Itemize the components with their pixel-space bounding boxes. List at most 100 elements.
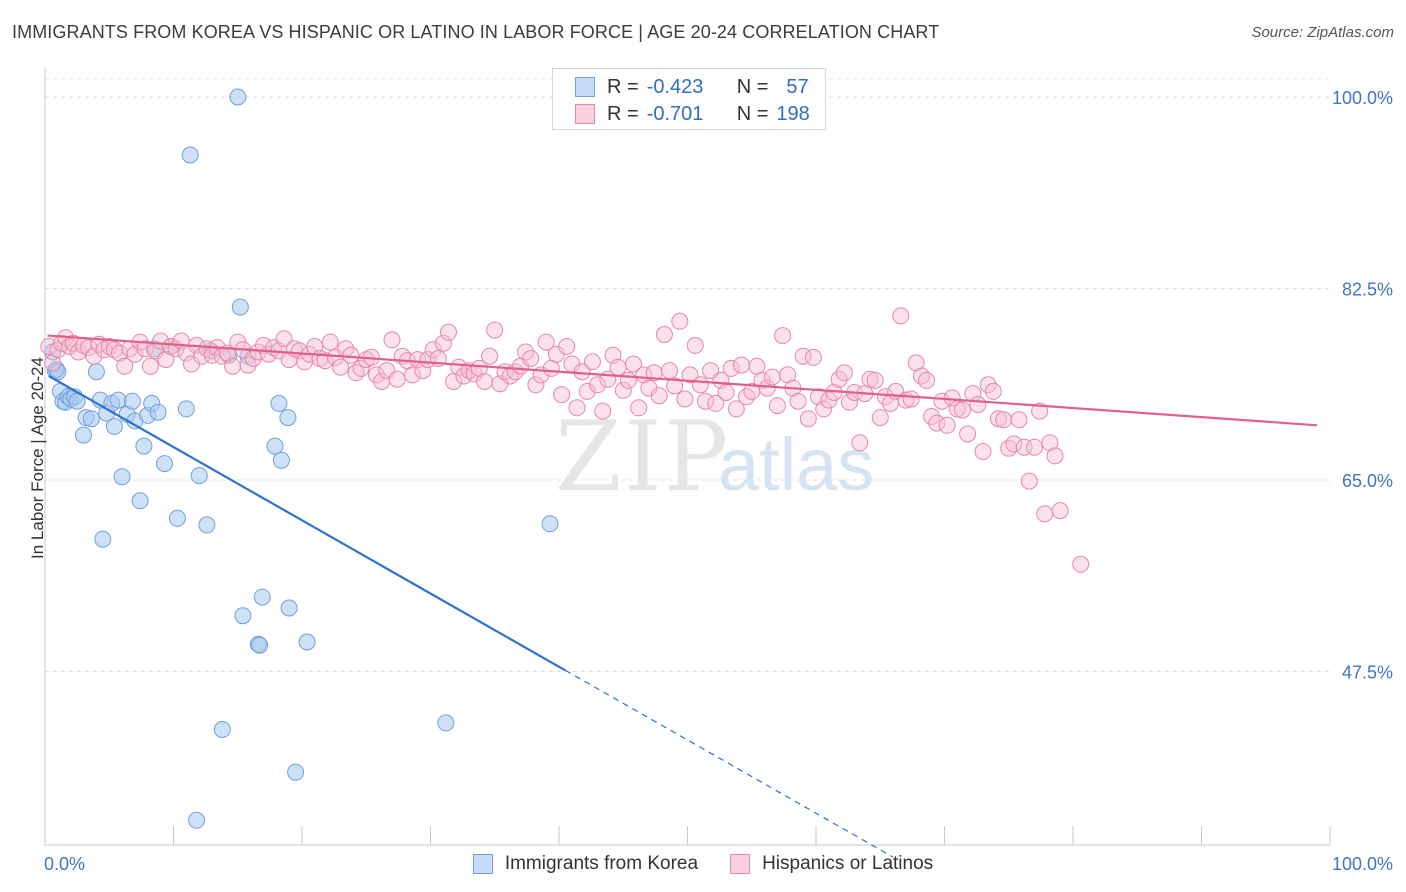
hispanic-point-170 xyxy=(907,354,925,372)
korea-point-39 xyxy=(213,721,231,738)
hispanic-point-162 xyxy=(866,371,884,389)
korea-point-14 xyxy=(87,363,105,381)
korea-point-20 xyxy=(109,391,127,409)
hispanic-point-85 xyxy=(470,359,488,377)
hispanic-point-113 xyxy=(614,381,632,399)
hispanic-point-126 xyxy=(681,366,699,384)
hispanic-point-73 xyxy=(409,351,427,369)
hispanic-point-69 xyxy=(388,370,406,388)
hispanic-n-label: N = xyxy=(736,102,769,125)
hispanic-point-78 xyxy=(434,334,452,352)
hispanic-point-191 xyxy=(1015,438,1033,456)
hispanic-point-6 xyxy=(64,334,82,352)
legend-item-hispanic[interactable]: Hispanics or Latinos xyxy=(730,853,933,875)
hispanic-point-185 xyxy=(984,382,1002,400)
korea-point-11 xyxy=(75,426,92,444)
korea-point-31 xyxy=(156,455,173,473)
hispanic-point-186 xyxy=(990,410,1007,428)
hispanic-r-value: -0.701 xyxy=(646,102,704,125)
korea-point-42 xyxy=(231,298,249,316)
hispanic-point-98 xyxy=(537,333,555,351)
y-axis-label: In Labor Force | Age 20-24 xyxy=(28,357,47,559)
hispanic-point-20 xyxy=(136,340,154,358)
hispanic-point-43 xyxy=(255,336,272,354)
korea-point-48 xyxy=(266,437,284,455)
hispanic-point-136 xyxy=(733,356,750,374)
y-tick-label-2: 65.0% xyxy=(1342,471,1393,491)
hispanic-point-179 xyxy=(954,401,971,419)
hispanic-point-82 xyxy=(455,367,473,385)
hispanic-point-108 xyxy=(589,376,606,394)
hispanic-point-182 xyxy=(969,396,987,413)
hispanic-point-143 xyxy=(768,397,786,415)
hispanic-point-176 xyxy=(938,416,956,434)
hispanic-point-86 xyxy=(476,373,493,390)
hispanic-point-196 xyxy=(1041,434,1059,452)
korea-point-43 xyxy=(234,607,252,625)
hispanic-point-137 xyxy=(738,388,756,406)
hispanic-point-150 xyxy=(804,348,822,366)
hispanic-point-120 xyxy=(650,387,668,405)
hispanic-point-88 xyxy=(486,321,504,339)
hispanic-point-106 xyxy=(578,382,596,400)
hispanic-point-145 xyxy=(779,366,797,384)
korea-point-41 xyxy=(229,88,247,106)
chart-source: Source: ZipAtlas.com xyxy=(1251,24,1394,41)
korea-point-23 xyxy=(123,392,141,410)
hispanic-point-159 xyxy=(851,434,869,452)
korea-point-30 xyxy=(149,403,167,421)
hispanic-point-180 xyxy=(959,425,977,443)
legend-swatch-hispanic xyxy=(730,854,751,874)
korea-point-37 xyxy=(198,516,216,534)
hispanic-point-56 xyxy=(321,333,339,351)
stats-row-korea: R = -0.423 N = 57 xyxy=(575,74,809,100)
hispanic-n-value: 198 xyxy=(776,102,810,125)
hispanic-point-112 xyxy=(609,358,627,376)
hispanic-point-76 xyxy=(424,341,442,359)
tick-labels: 100.0% 82.5% 65.0% 47.5% 0.0% 100.0% xyxy=(44,88,1393,874)
hispanic-point-190 xyxy=(1010,411,1028,429)
hispanic-point-23 xyxy=(152,332,170,350)
hispanic-point-123 xyxy=(666,377,684,395)
hispanic-point-192 xyxy=(1020,472,1038,490)
hispanic-point-141 xyxy=(758,379,776,397)
y-tick-label-1: 82.5% xyxy=(1342,280,1393,300)
trend-lines xyxy=(47,334,1318,858)
hispanic-swatch xyxy=(575,104,595,124)
hispanic-point-131 xyxy=(707,394,725,412)
hispanic-point-109 xyxy=(594,402,612,420)
korea-point-57 xyxy=(188,811,206,829)
data-points xyxy=(40,88,1090,829)
korea-point-54 xyxy=(298,633,316,651)
hispanic-point-116 xyxy=(630,399,648,417)
hispanic-point-60 xyxy=(342,346,360,364)
korea-point-47 xyxy=(253,588,271,606)
legend-item-korea[interactable]: Immigrants from Korea xyxy=(472,853,698,875)
korea-point-53 xyxy=(287,763,305,781)
hispanic-point-130 xyxy=(702,362,720,380)
chart-title: IMMIGRANTS FROM KOREA VS HISPANIC OR LAT… xyxy=(12,22,940,42)
hispanic-point-183 xyxy=(974,443,992,460)
korea-point-33 xyxy=(168,509,186,527)
hispanic-point-139 xyxy=(748,357,766,375)
hispanic-trend-line xyxy=(47,334,1318,427)
hispanic-point-198 xyxy=(1051,502,1069,520)
korea-point-50 xyxy=(272,451,290,469)
hispanic-point-175 xyxy=(933,392,951,410)
hispanic-point-199 xyxy=(1072,555,1090,573)
hispanic-point-163 xyxy=(871,409,889,427)
hispanic-point-195 xyxy=(1036,505,1054,523)
hispanic-point-156 xyxy=(835,364,853,382)
korea-point-3 xyxy=(49,363,67,381)
hispanic-point-152 xyxy=(815,400,833,418)
stats-row-hispanic: R = -0.701 N = 198 xyxy=(575,101,810,127)
korea-n-label: N = xyxy=(736,75,769,98)
korea-swatch xyxy=(575,77,595,97)
hispanic-point-21 xyxy=(141,357,159,375)
korea-r-label: R = xyxy=(607,75,639,98)
hispanic-point-62 xyxy=(352,359,370,377)
hispanic-point-124 xyxy=(671,312,689,330)
hispanic-point-193 xyxy=(1026,438,1043,456)
legend-label-hispanic: Hispanics or Latinos xyxy=(762,853,934,874)
